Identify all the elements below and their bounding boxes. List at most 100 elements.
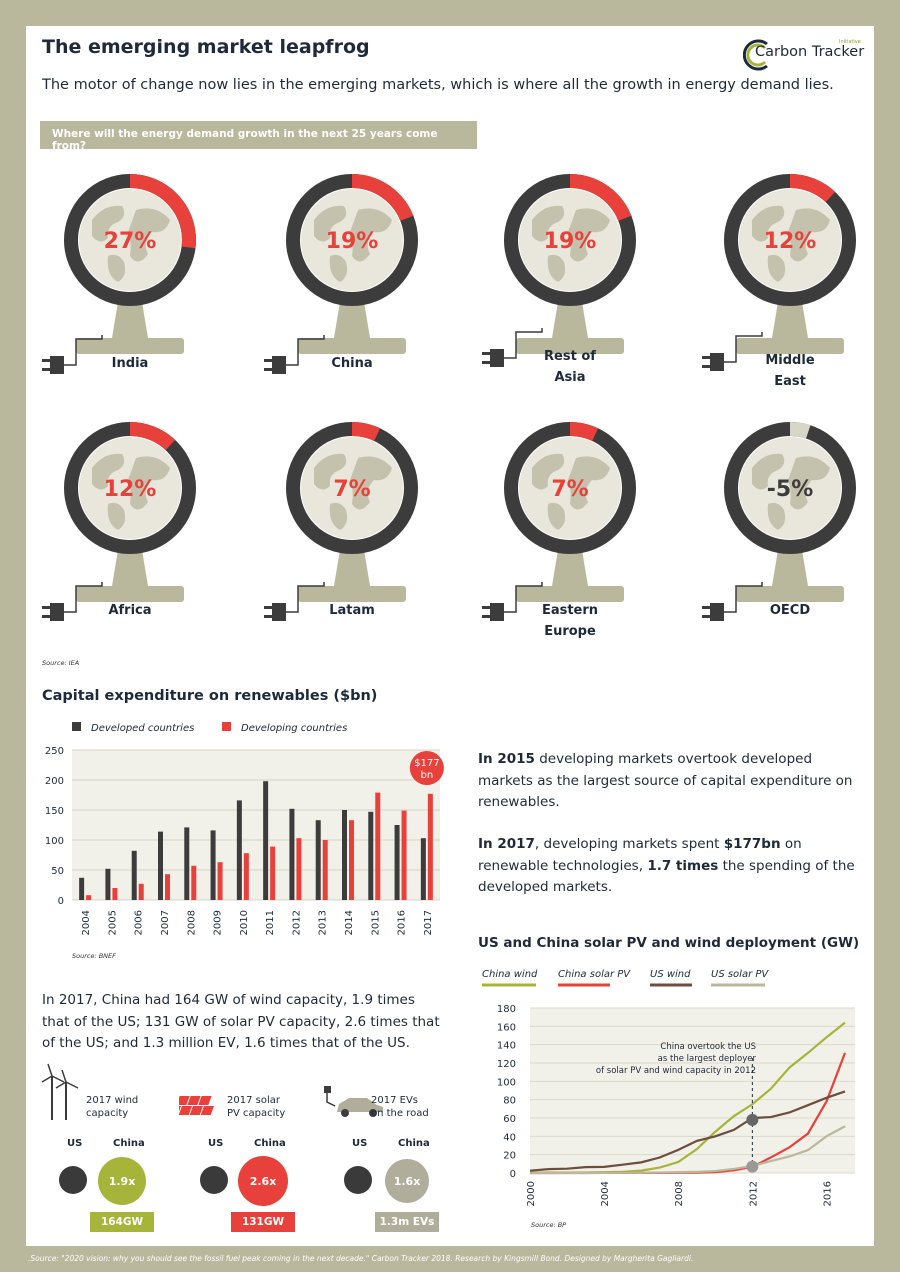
globe-stand [334, 302, 370, 338]
us-circle [200, 1166, 228, 1194]
bar-developing [375, 792, 381, 900]
x-tick-label: 2000 [526, 1181, 537, 1206]
globe-landmass [752, 205, 785, 242]
globe-landmass [767, 502, 786, 530]
callout-value: $177 [414, 758, 439, 769]
paragraph-2017-text-2: on renewable technologies, [478, 836, 802, 874]
comparison-label: capacity [86, 1108, 129, 1119]
plug-icon [272, 603, 286, 621]
paragraph-2017-bold-year: In 2017 [478, 836, 535, 852]
plug-prong [42, 368, 51, 371]
globe-stand [334, 550, 370, 586]
comparison-label: 2017 EVs [371, 1095, 418, 1106]
bar-developed [158, 831, 163, 900]
us-header: US [352, 1138, 368, 1149]
plug-prong [702, 356, 711, 359]
paragraph-2017: In 2017, developing markets spent $177bn… [478, 834, 863, 899]
globe-landmass [350, 456, 392, 510]
bar-developing [138, 883, 144, 900]
globe-label: Latam [329, 603, 375, 618]
plug-prong [42, 606, 51, 609]
bar-developing [86, 895, 92, 900]
legend-label: Developing countries [241, 723, 347, 734]
globe-percentage: 12% [764, 229, 817, 254]
solar-cell [189, 1106, 203, 1115]
annotation-text: of solar PV and wind capacity in 2012 [596, 1066, 756, 1076]
page-title: The emerging market leapfrog [42, 36, 370, 58]
y-tick-label: 0 [58, 896, 64, 907]
plug-icon [324, 1086, 331, 1093]
comparison-label: on the road [371, 1108, 429, 1119]
paragraph-2017-text-1: , developing markets spent [534, 836, 724, 852]
car-wheel [369, 1109, 377, 1117]
x-tick-label: 2006 [134, 910, 145, 935]
legend-label: China solar PV [558, 969, 631, 980]
globe-percentage: -5% [767, 477, 813, 502]
globe-label: Rest of Asia [544, 349, 596, 385]
solar-cell [187, 1096, 201, 1105]
globe-stand [552, 550, 588, 586]
bar-developing [165, 874, 170, 900]
bar-developing [243, 853, 249, 900]
bar-developed [394, 825, 400, 900]
x-tick-label: 2005 [107, 910, 118, 935]
plug-prong [264, 606, 273, 609]
globe-share-arc [789, 174, 836, 203]
legend-label: China wind [482, 969, 538, 980]
plug-prong [482, 361, 491, 364]
series-line-3 [530, 1125, 846, 1175]
plug-cable [504, 328, 543, 359]
y-tick-label: 100 [497, 1077, 516, 1088]
globe-base [516, 586, 624, 602]
bar-developed [420, 838, 426, 900]
plug-cable [286, 335, 325, 366]
y-tick-label: 80 [503, 1096, 516, 1107]
x-tick-label: 2010 [239, 910, 250, 935]
solar-line-chart: China wind China solar PV US wind US solar … [482, 969, 855, 1206]
page-subtitle: The motor of change now lies in the emer… [42, 77, 834, 93]
plug-prong [42, 615, 51, 618]
china-ratio-circle: 2.6x [238, 1156, 288, 1206]
globe-landmass [128, 456, 170, 510]
y-tick-label: 40 [503, 1132, 516, 1143]
x-tick-label: 2012 [291, 910, 302, 935]
china-value-badge: 164GW [90, 1212, 154, 1232]
plot-bg [72, 750, 440, 900]
globe-label: China [331, 356, 373, 371]
y-tick-label: 20 [503, 1151, 516, 1162]
us-circle [344, 1166, 372, 1194]
globe-stand [552, 302, 588, 338]
legend-label: US wind [650, 969, 691, 980]
x-tick-label: 2009 [213, 910, 224, 935]
y-tick-label: 160 [497, 1022, 516, 1033]
x-tick-label: 2014 [344, 910, 355, 935]
bar-developing [322, 840, 328, 900]
logo-mark-icon [743, 39, 768, 71]
paragraph-2017-bold-times: 1.7 times [647, 857, 719, 874]
legend-swatch-developing [72, 722, 81, 731]
plug-prong [264, 615, 273, 618]
globe-landmass [532, 205, 565, 242]
globe-base [736, 586, 844, 602]
globe-3: 12% [702, 174, 856, 371]
annotation-text: China overtook the US [660, 1042, 756, 1052]
globe-landmass [314, 205, 347, 242]
globe-percentage: 7% [333, 477, 370, 502]
x-tick-label: 2004 [600, 1181, 611, 1206]
series-line-2 [529, 1090, 846, 1172]
china-ratio-circle: 1.6x [385, 1159, 429, 1203]
globe-landmass [128, 208, 170, 262]
globe-landmass [329, 254, 348, 282]
bar-developing [401, 810, 407, 900]
plug-prong [702, 365, 711, 368]
globe-base [76, 338, 184, 354]
y-tick-label: 180 [497, 1004, 516, 1015]
china-ratio-circle: 1.9x [98, 1157, 146, 1205]
bar-developed [210, 830, 216, 900]
globe-landmass [329, 502, 348, 530]
bar-developing [270, 846, 276, 900]
comparison-label: 2017 solar [227, 1095, 280, 1106]
capex-source: Source: BNEF [72, 952, 116, 960]
legend-swatch-developed [222, 722, 231, 731]
comparison-label: 2017 wind [86, 1095, 139, 1106]
